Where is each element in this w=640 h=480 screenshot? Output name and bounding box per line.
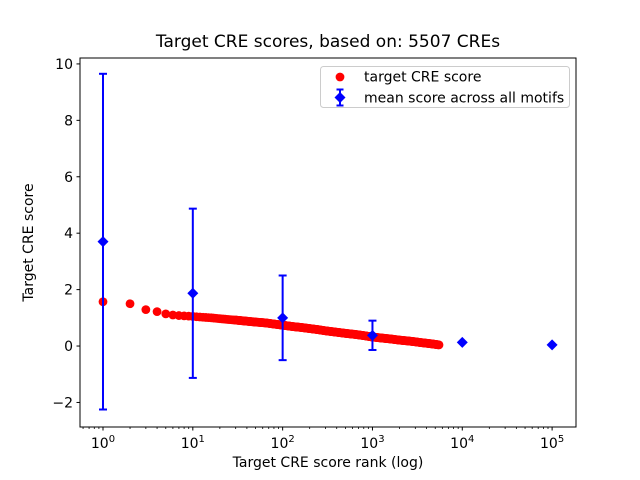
x-tick-label: 102 — [271, 434, 295, 452]
mean-point-diamond — [277, 312, 289, 324]
y-tick-label: 8 — [64, 113, 73, 129]
x-tick-label: 105 — [540, 434, 564, 452]
x-tick-label: 103 — [360, 434, 384, 452]
legend-diamond — [334, 92, 346, 103]
y-tick-label: 0 — [64, 339, 73, 355]
x-minor-ticks — [82, 427, 549, 429]
mean-point-diamond — [546, 339, 558, 351]
target-point — [141, 305, 151, 315]
legend-label-target: target CRE score — [364, 70, 481, 86]
mean-point-diamond — [366, 329, 378, 341]
plot-area — [79, 57, 577, 428]
plot-title: Target CRE scores, based on: 5507 CREs — [155, 32, 500, 52]
target-point — [125, 299, 135, 309]
legend: target CRE score mean score across all m… — [320, 66, 570, 108]
mean-point-diamond — [456, 336, 468, 348]
x-tick-label: 101 — [181, 434, 205, 452]
y-tick-label: 4 — [64, 226, 73, 242]
x-tick-label: 100 — [91, 434, 115, 452]
y-axis-label: Target CRE score — [21, 183, 37, 302]
legend-box — [320, 66, 570, 108]
target-score-series — [98, 297, 444, 350]
target-point — [434, 340, 444, 350]
mean-point-diamond — [97, 236, 109, 248]
mean-point-diamond — [187, 287, 199, 299]
target-point — [161, 309, 171, 319]
x-axis-label: Target CRE score rank (log) — [232, 455, 424, 471]
x-tick-label: 104 — [450, 434, 474, 452]
y-tick-label: −2 — [52, 395, 73, 411]
legend-marker-target-circle-icon — [335, 72, 345, 82]
y-tick-label: 2 — [64, 283, 73, 299]
target-point — [152, 307, 162, 317]
y-tick-label: 10 — [55, 57, 73, 73]
y-tick-label: 6 — [64, 170, 73, 186]
legend-label-mean: mean score across all motifs — [364, 91, 564, 107]
mean-score-series — [97, 72, 558, 411]
x-axis-ticks: 100 101 102 103 104 105 — [91, 427, 564, 452]
y-axis-ticks: 10 8 6 4 2 0 −2 — [52, 57, 80, 411]
legend-marker-mean-diamond-icon — [334, 88, 346, 107]
